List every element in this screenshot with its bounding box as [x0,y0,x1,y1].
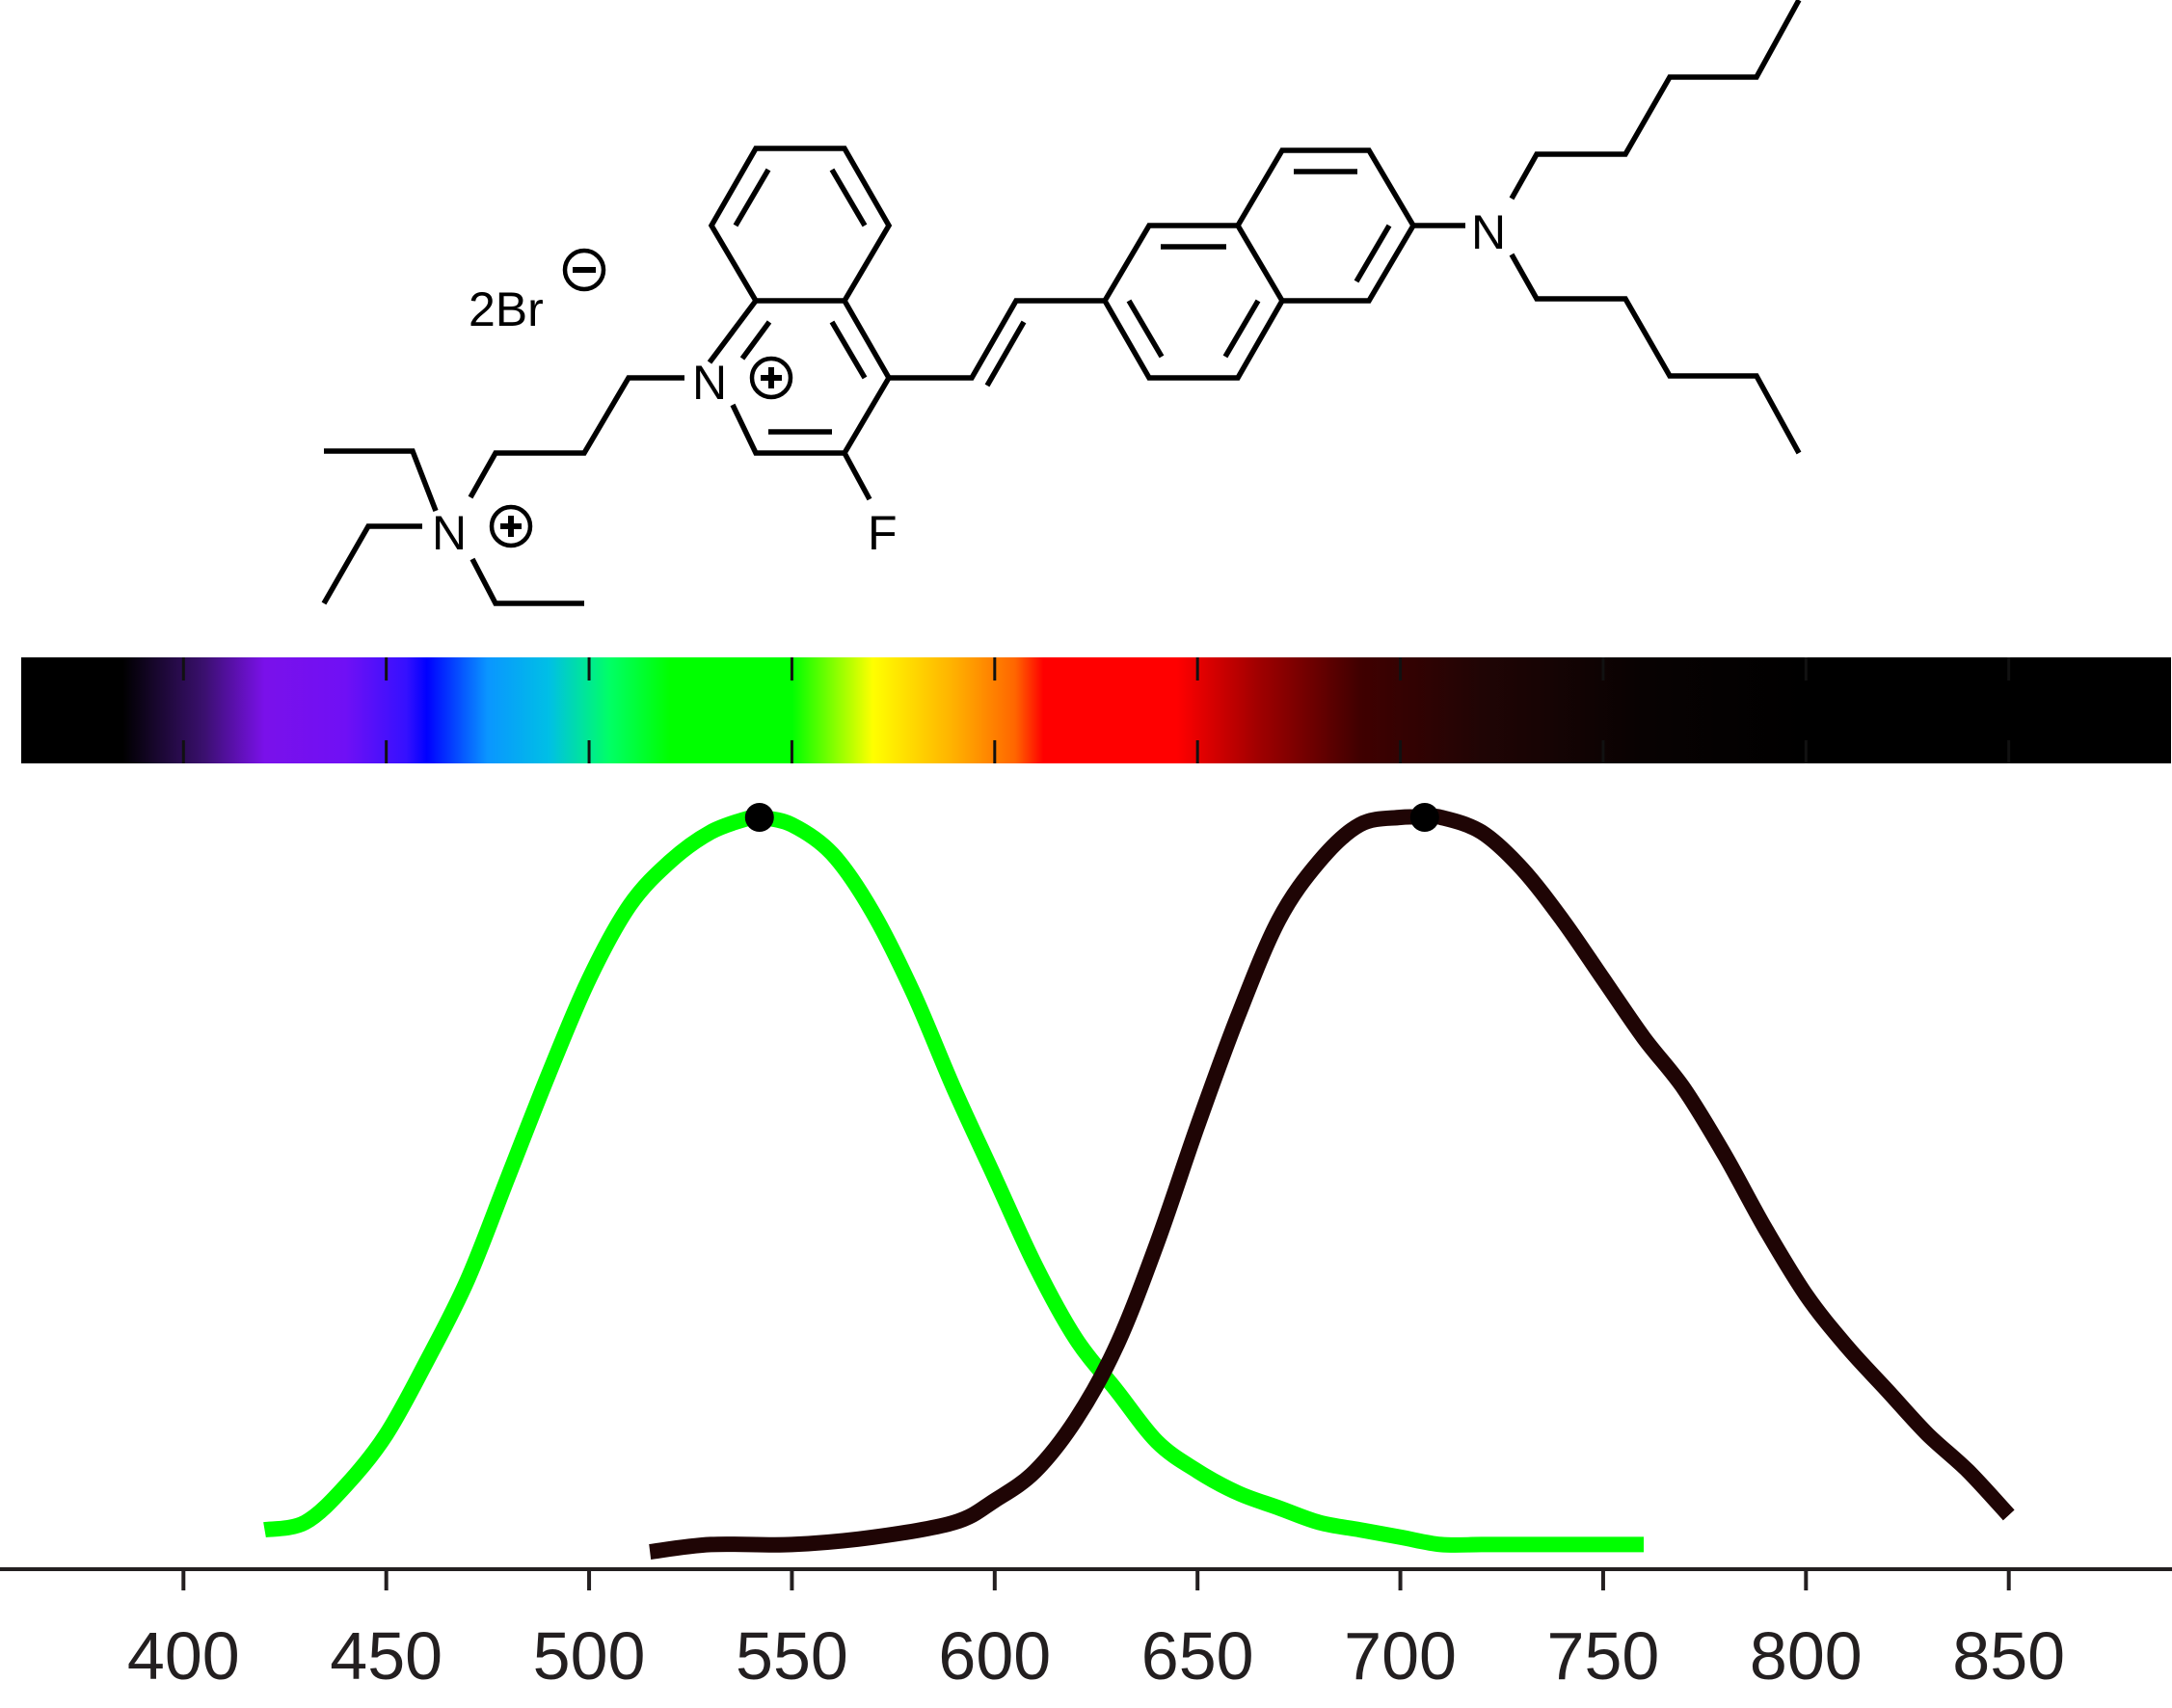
x-tick-label: 650 [1141,1618,1254,1694]
pentyl-chain-lower [1509,253,1802,455]
ethyl-upper [324,448,439,512]
naphthalene-ring-right [1235,147,1417,304]
pentyl-chain-upper [1509,0,1802,200]
spectrum-gradient-rect [21,657,2171,763]
amine-n-label: N [1471,205,1506,259]
vinylene-bridge [889,298,1105,381]
fluorine-label: F [868,506,898,560]
minus-charge-icon [562,248,606,292]
x-tick-label: 450 [330,1618,442,1694]
x-tick-label: 700 [1344,1618,1457,1694]
propyl-linker [468,375,684,499]
x-tick-label: 600 [938,1618,1051,1694]
chemical-structure: N N N F 2Br [321,0,1802,606]
pyridinium-inner-c8a-n [739,320,772,360]
ethyl-left [321,523,422,605]
x-tick-label: 550 [736,1618,848,1694]
naphthalene-inner-bond-2 [1126,299,1165,359]
x-tick-label: 400 [127,1618,240,1694]
x-axis-tick-labels: 400 450 500 550 600 650 700 750 800 850 [127,1618,2065,1694]
ammonium-n-label: N [432,506,467,560]
x-tick-label: 850 [1952,1618,2065,1694]
plot-area: 400 450 500 550 600 650 700 750 800 850 [0,803,2172,1694]
plus-charge-icon [749,356,793,400]
quinolinium-n-label: N [692,356,727,410]
benzo-inner-bond-1 [733,168,771,227]
x-tick-label: 500 [533,1618,646,1694]
counterion-label: 2Br [469,282,544,336]
peak-markers [744,803,1439,832]
peak-marker [1409,803,1439,832]
series-line-2 [649,808,2015,1560]
spectrum-bar [21,657,2171,763]
x-tick-label: 800 [1750,1618,1863,1694]
pyridinium-inner-c4-c4a [829,320,868,380]
series-layer [263,808,2015,1560]
naphthalene-inner-bond-3 [1222,299,1261,359]
peak-marker [744,803,774,832]
spectrum-bar-ticks [181,657,2011,763]
plus-charge-icon [489,504,533,548]
series-line-1 [263,808,1644,1553]
c-f-bond [842,451,872,501]
x-axis-ticks [181,1569,2011,1590]
benzo-inner-bond-2 [829,168,868,227]
x-tick-label: 750 [1547,1618,1660,1694]
vinylene-inner-bond [984,320,1027,387]
naphthalene-inner-bond-5 [1354,224,1392,283]
ethyl-lower [469,557,584,606]
pyridinium-bond-c8a-n [707,299,759,364]
